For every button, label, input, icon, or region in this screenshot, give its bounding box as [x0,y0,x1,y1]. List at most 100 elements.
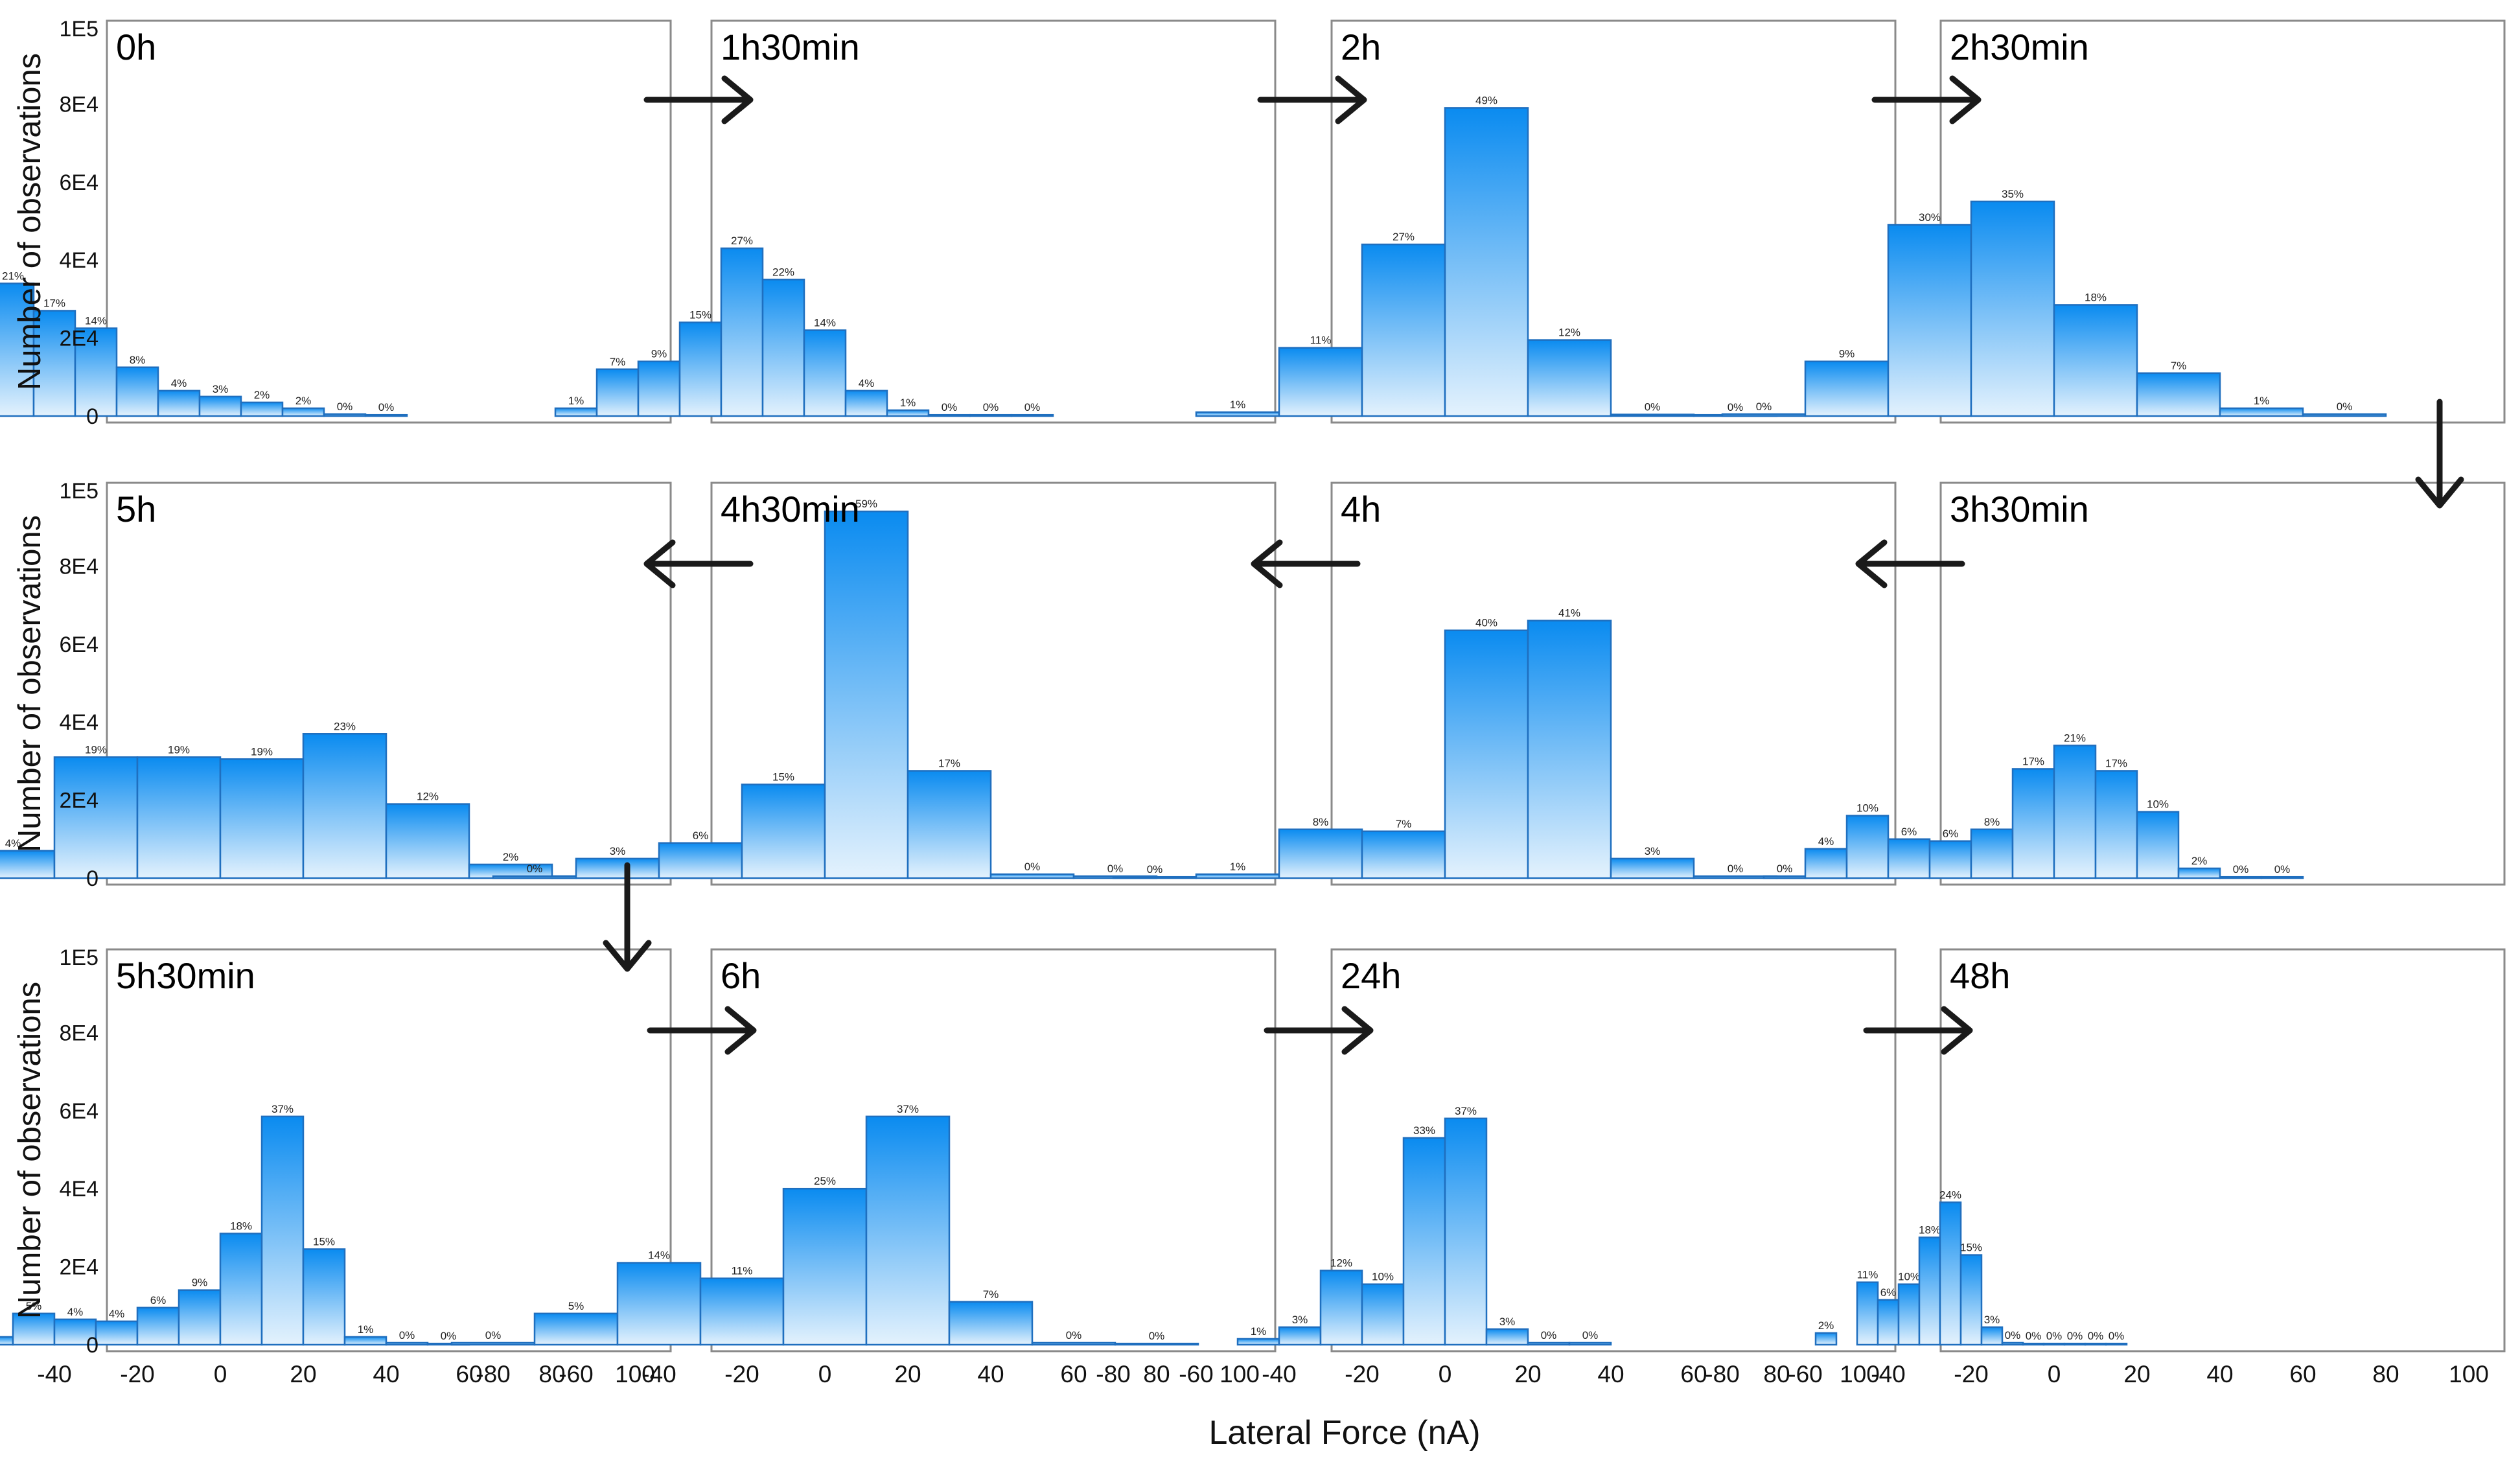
histogram-bar [1444,1117,1488,1346]
bar-percent-label: 2% [503,851,519,863]
histogram-bar [198,395,242,417]
histogram-bar [595,368,640,417]
histogram-panel: 0%0%1%5%4%4%6%9%18%37%15%1%0%0%5h30min [0,948,672,1352]
x-tick-label: 80 [2372,1361,2399,1387]
bar-percent-label: 12% [1330,1257,1352,1270]
histogram-bar [1527,620,1612,879]
bar-percent-label: 0% [1107,863,1124,875]
y-tick-label: 2E4 [60,789,99,813]
bar-percent-label: 2% [295,395,312,407]
bar-percent-label: 8% [1984,816,2000,828]
histogram-bar [450,1341,536,1346]
histogram-panel: 0% 5% 14% 11% 25% 37% 7% 0% 0% 6h [450,948,1277,1352]
bar-percent-label: 35% [2002,188,2024,200]
histogram-bar [927,413,971,417]
x-tick-label: -20 [724,1361,759,1387]
y-tick-label: 0 [86,1333,98,1358]
bar-percent-label: 30% [1919,211,1941,224]
x-tick-label: 40 [373,1361,399,1387]
y-tick-label: 2E4 [60,327,99,351]
bar-percent-label: 33% [1413,1124,1435,1137]
bar-percent-label: 10% [2147,798,2169,811]
bar-percent-label: 0% [1066,1329,1082,1341]
histogram-bar [575,857,660,879]
histogram-bar [2219,407,2304,417]
x-tick-label: -80 [1096,1361,1130,1387]
bar-percent-label: 23% [334,720,356,732]
bar-percent-label: 1% [568,395,584,407]
x-tick-label: 0 [818,1361,832,1387]
y-tick-label: 6E4 [60,1099,99,1124]
bar-percent-label: 2% [1818,1319,1834,1332]
histogram-bar [240,401,284,417]
panel-title: 6h [721,955,761,996]
histogram-bar [637,360,681,417]
histogram-bar [886,409,930,417]
histogram-panel: 0% 9% 30% 35% 18% 7% 1% 0% 2h30min [1721,19,2506,424]
bar-percent-label: 11% [732,1265,753,1277]
histogram-bar [907,770,992,879]
histogram-bar [32,310,76,417]
bar-percent-label: 17% [43,297,65,309]
bar-percent-label: 37% [1455,1105,1477,1117]
histogram-bar [1897,1283,1921,1346]
bar-percent-label: 41% [1558,607,1580,620]
bar-percent-label: 19% [251,745,273,758]
bar-percent-label: 21% [2064,732,2086,744]
panel-frame [1939,948,2506,1352]
bar-percent-label: 8% [130,354,146,366]
histogram-bar [1856,1281,1879,1346]
histogram-bar [0,850,56,879]
panel-title: 2h30min [1950,27,2089,67]
panel-frame [1330,482,1897,886]
bar-percent-label: 6% [1901,826,1917,838]
histogram-bar [533,1312,619,1346]
bar-percent-label: 4% [171,377,187,389]
histogram-bar [1278,347,1363,417]
histogram-bar [2053,745,2097,879]
y-tick-label: 4E4 [60,1177,99,1201]
bar-percent-label: 11% [1857,1269,1878,1281]
histogram-bar [1361,243,1446,417]
panel-title: 5h [116,489,156,529]
histogram-bar [2219,876,2263,879]
bar-percent-label: 4% [67,1306,84,1318]
x-tick-label: -40 [1871,1361,1905,1387]
bar-percent-label: 2% [254,389,270,401]
y-tick-label: 1E5 [60,17,99,41]
bar-percent-label: 0% [2067,1330,2083,1342]
histogram-bar [844,389,888,417]
bar-percent-label: 0% [1777,863,1793,875]
x-tick-label: 60 [1060,1361,1087,1387]
histogram-bar [2063,1342,2087,1346]
histogram-bar [1939,1201,1962,1346]
histogram-bar [219,1233,263,1346]
x-tick-label: 100 [1220,1361,1260,1387]
histogram-bar [1527,339,1612,417]
bar-percent-label: 0% [1645,401,1661,413]
histogram-bar [1485,1328,1529,1346]
y-tick-label: 8E4 [60,1021,99,1045]
histogram-bar [1236,1338,1280,1346]
bar-percent-label: 24% [1939,1189,1961,1201]
bar-percent-label: 1% [358,1323,374,1336]
x-tick-label: 40 [2206,1361,2233,1387]
bar-percent-label: 3% [1984,1314,2000,1326]
histogram-bar [616,1262,702,1346]
bar-percent-label: 25% [814,1175,836,1187]
histogram-bar [492,875,577,879]
histogram-bar [1887,224,1972,417]
histogram-bar [1278,1326,1322,1346]
bar-percent-label: 0% [2274,863,2291,876]
histogram-bar [1877,1299,1900,1346]
bar-percent-label: 17% [2022,755,2044,767]
histogram-bar [2136,811,2180,879]
bar-percent-label: 59% [855,498,877,510]
bar-percent-label: 9% [1839,348,1855,360]
histogram-bar [2053,304,2138,417]
histogram-bar [1361,830,1446,879]
panel-title: 4h30min [721,489,860,529]
bar-percent-label: 0% [2109,1330,2125,1342]
histogram-panel: 1% 11% 27% 49% 12% 0% 0% 2h [1195,19,1897,424]
bar-percent-label: 0% [942,401,958,413]
